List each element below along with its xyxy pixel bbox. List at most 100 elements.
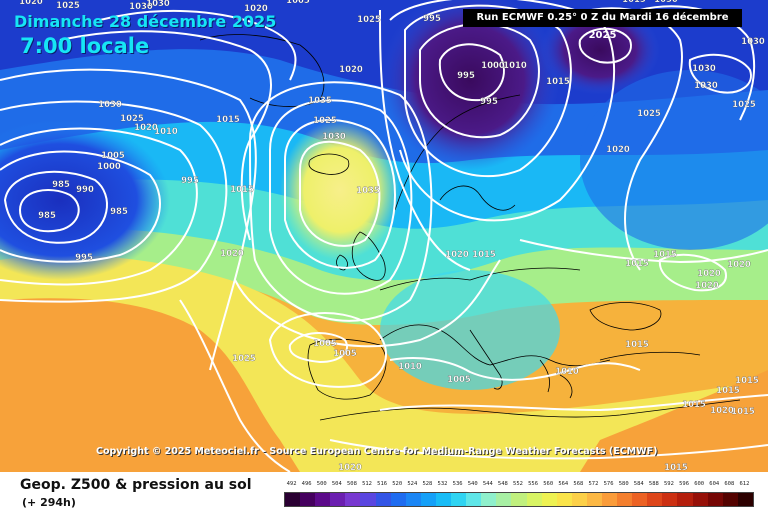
isobars [0,0,768,472]
isobar-label: 1025 [120,114,144,124]
legend-tick-label: 600 [694,481,705,487]
legend-swatch [647,493,663,506]
legend-swatch [617,493,633,506]
legend-tick-label: 524 [407,481,418,487]
legend-tick-label: 500 [316,481,327,487]
run-info-box: Run ECMWF 0.25° 0 Z du Mardi 16 décembre… [463,9,742,41]
isobar-label: 1020 [727,260,751,270]
legend-swatch [496,493,512,506]
isobar-995-ne [578,27,632,64]
isobar-label: 1030 [322,132,346,142]
isobar-label: 985 [110,207,128,217]
isobar-1010-se [389,357,641,381]
legend-tick-label: 572 [588,481,599,487]
isobar-995-n [438,43,505,102]
legend-footer: Geop. Z500 & pression au sol (+ 294h) 49… [0,472,768,512]
copyright-text: Copyright © 2025 Meteociel.fr - Source E… [96,446,658,457]
legend-tick-label: 576 [603,481,614,487]
forecast-date: Dimanche 28 décembre 2025 [14,12,277,31]
isobar-label: 995 [480,97,498,107]
isobar-label: 1015 [472,250,496,260]
isobar-1030-high [284,119,396,269]
coast-uk [336,231,386,281]
isobar-1005-c [288,332,348,364]
isobar-label: 1015 [653,250,677,260]
geopotential-map: 1020 1025 1030 1030 1020 1005 1025 995 1… [0,0,768,472]
isobar-label: 1020 [338,463,362,472]
coast-greenland [199,34,325,107]
isobar-label: 1035 [308,96,332,106]
legend-tick-label: 564 [558,481,569,487]
isobar-label: 1020 [19,0,43,7]
legend-swatch [420,493,436,506]
isobar-1025-s [179,299,291,472]
legend-swatch [315,493,331,506]
isobar-label: 1025 [313,116,337,126]
legend-tick-label: 508 [346,481,357,487]
isobar-label: 1015 [216,115,240,125]
isobar-label: 1030 [694,81,718,91]
coast-scandinavia [394,94,521,211]
isobar-1020-s [329,439,768,460]
isobar-labels: 1020 1025 1030 1030 1020 1005 1025 995 1… [19,0,765,472]
legend-swatch [435,493,452,506]
legend-tick-label: 544 [482,481,493,487]
legend-tick-label: 588 [648,481,659,487]
legend-tick-label: 596 [679,481,690,487]
isobar-label: 1020 [134,123,158,133]
isobar-label: 1015 [731,407,755,417]
legend-tick-label: 504 [331,481,342,487]
isobar-label: 1005 [101,151,125,161]
legend-swatch [330,493,346,506]
legend-swatch [556,493,572,506]
isobar-1015-e [519,239,768,264]
legend-tick-label: 584 [633,481,644,487]
isobar-label: 1010 [555,367,579,377]
isobar-label: 1025 [232,354,256,364]
isobar-1030-w [99,9,297,81]
legend-swatch [737,493,753,506]
isobar-1030-e [688,53,752,94]
legend-swatch [722,493,738,506]
field-atlantic-low [0,120,170,280]
legend-tick-label: 556 [528,481,539,487]
legend-tick-label: 512 [362,481,372,487]
isobar-label: 1030 [129,2,153,12]
lead-time: (+ 294h) [22,496,76,509]
legend-swatch [541,493,557,506]
legend-swatch [632,493,648,506]
legend-tick-label: 580 [618,481,629,487]
isobar-label: 1000 [97,162,121,172]
isobar-label: 1020 [244,4,268,14]
isobar-995-w [0,150,161,263]
legend-tick-label: 496 [301,481,312,487]
legend-swatch [345,493,361,506]
isobar-label: 1030 [98,100,122,110]
isobar-1035-high [299,140,381,247]
legend-tick-label: 568 [573,481,584,487]
isobar-label: 1025 [732,100,756,110]
coast-north-africa [319,399,741,421]
legend-swatch [390,493,406,506]
isobar-label: 985 [52,180,70,190]
isobar-label: 1020 [339,65,363,75]
legend-tick-label: 532 [437,481,448,487]
field-south-orange [0,298,300,472]
isobar-label: 1030 [654,0,678,5]
isobar-label: 1015 [682,400,706,410]
field-east-blue [580,70,768,250]
legend-swatch [300,493,316,506]
legend-tick-label: 520 [392,481,403,487]
isobar-985-w [18,189,80,233]
legend-swatch [571,493,587,506]
isobar-1010-n [389,0,616,222]
legend-labels: 492 496 500 504 508 512 516 520 524 528 532 536 540 5… [284,481,750,491]
isobar-label: 1010 [154,127,178,137]
legend-swatch [662,493,678,506]
isobar-label: 995 [457,71,475,81]
legend-swatch [511,493,527,506]
isobar-label: 1015 [622,0,646,5]
legend-tick-label: 608 [724,481,735,487]
isobar-1020-e [658,253,727,292]
